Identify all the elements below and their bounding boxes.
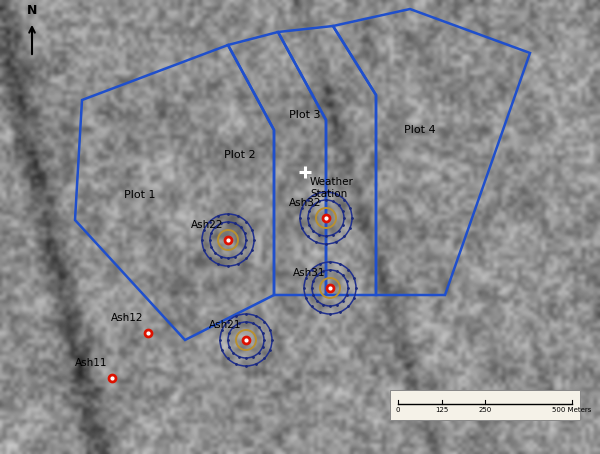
Text: Plot 1: Plot 1 <box>124 190 156 200</box>
Text: 250: 250 <box>478 406 491 413</box>
Text: Plot 2: Plot 2 <box>224 150 256 160</box>
Text: Ash11: Ash11 <box>74 358 107 368</box>
Text: Ash32: Ash32 <box>289 198 321 208</box>
Text: Ash31: Ash31 <box>293 268 325 278</box>
Text: N: N <box>27 4 37 17</box>
Text: 0: 0 <box>396 406 400 413</box>
Text: Weather
Station: Weather Station <box>310 177 354 198</box>
Text: Ash21: Ash21 <box>209 320 241 330</box>
Text: 125: 125 <box>435 406 448 413</box>
Text: 500 Meters: 500 Meters <box>553 406 592 413</box>
Text: Plot 3: Plot 3 <box>289 110 321 120</box>
Text: Ash12: Ash12 <box>110 313 143 323</box>
Text: Ash22: Ash22 <box>191 220 223 230</box>
Text: Plot 4: Plot 4 <box>404 125 436 135</box>
FancyBboxPatch shape <box>390 390 580 420</box>
